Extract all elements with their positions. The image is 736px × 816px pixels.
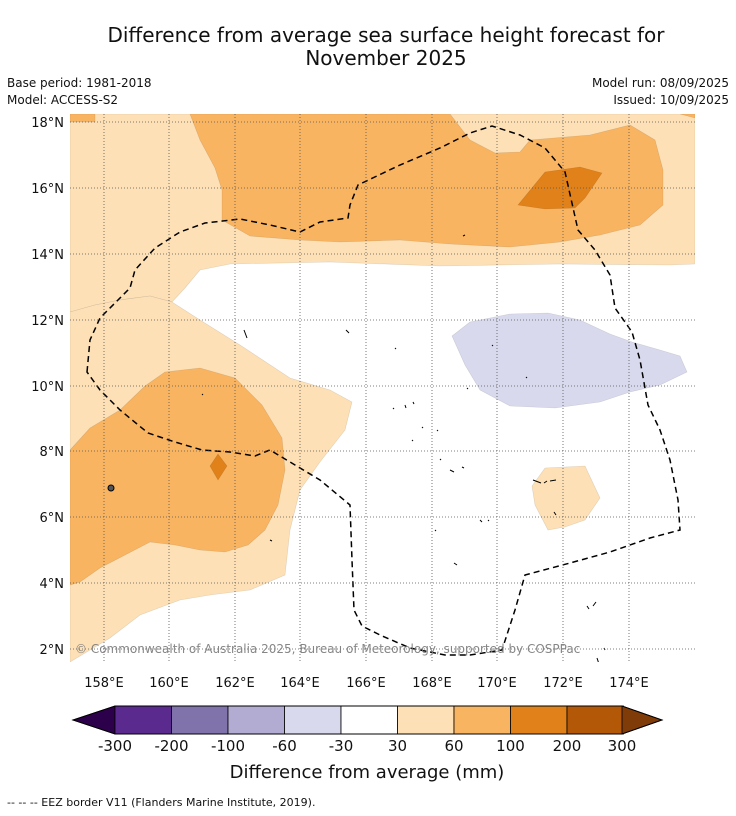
- colorbar-tick-30: 30: [388, 737, 407, 755]
- lon-label-174e: 174°E: [609, 676, 649, 691]
- colorbar-tick-200: 200: [553, 737, 582, 755]
- colorbar-tick-100: 100: [496, 737, 525, 755]
- metadata-left: Base period: 1981-2018 Model: ACCESS-S2: [7, 75, 152, 109]
- colorbar-swatch-3: [227, 705, 285, 735]
- map-plot-area: © Commonwealth of Australia 2025, Bureau…: [70, 114, 695, 662]
- colorbar-swatch-6: [397, 705, 455, 735]
- eez-border: [86, 125, 681, 656]
- anomaly-region-60-100-south: [70, 367, 286, 586]
- anomaly-region-100-200-south: [209, 453, 228, 481]
- lat-label-8n: 8°N: [40, 445, 65, 460]
- lat-label-14n: 14°N: [31, 248, 64, 263]
- colorbar-title: Difference from average (mm): [230, 762, 505, 783]
- colorbar-swatch-5: [340, 705, 398, 735]
- colorbar-tick-60: 60: [444, 737, 463, 755]
- lon-label-170e: 170°E: [477, 676, 517, 691]
- lon-label-168e: 168°E: [412, 676, 452, 691]
- base-period: Base period: 1981-2018: [7, 76, 152, 90]
- anomaly-region-30-60-east: [531, 465, 601, 531]
- latitude-labels: 18°N 16°N 14°N 12°N 10°N 8°N 6°N 4°N 2°N: [31, 116, 64, 658]
- model-name: Model: ACCESS-S2: [7, 93, 119, 107]
- lat-label-2n: 2°N: [40, 643, 65, 658]
- lon-label-166e: 166°E: [346, 676, 386, 691]
- issued-date: Issued: 10/09/2025: [613, 93, 729, 107]
- colorbar-outline: [71, 705, 664, 735]
- colorbar-tick-300: 300: [608, 737, 637, 755]
- colorbar-extend-right: [621, 705, 664, 735]
- lon-label-162e: 162°E: [215, 676, 255, 691]
- colorbar-swatch-2: [171, 705, 229, 735]
- copyright-notice: © Commonwealth of Australia 2025, Bureau…: [75, 642, 580, 656]
- colorbar-swatch-7: [453, 705, 511, 735]
- colorbar-extend-left: [71, 705, 116, 735]
- colorbar-swatch-9: [566, 705, 624, 735]
- lat-label-4n: 4°N: [40, 577, 65, 592]
- anomaly-region-neg-30-60: [451, 312, 688, 409]
- metadata-right: Model run: 08/09/2025 Issued: 10/09/2025: [592, 75, 729, 109]
- longitude-labels: 158°E 160°E 162°E 164°E 166°E 168°E 170°…: [84, 676, 649, 691]
- eez-legend-note: -- -- -- EEZ border V11 (Flanders Marine…: [7, 796, 316, 809]
- colorbar-tick-minus-30: -30: [329, 737, 354, 755]
- colorbar-swatch-1: [114, 705, 172, 735]
- colorbar-swatch-4: [284, 705, 342, 735]
- lon-label-158e: 158°E: [84, 676, 124, 691]
- title-line-1: Difference from average sea surface heig…: [107, 23, 665, 47]
- colorbar-tick-minus-200: -200: [154, 737, 188, 755]
- colorbar-swatch-8: [510, 705, 568, 735]
- lon-label-172e: 172°E: [543, 676, 583, 691]
- map-title: Difference from average sea surface heig…: [70, 24, 702, 70]
- lon-label-164e: 164°E: [280, 676, 320, 691]
- colorbar-tick-minus-60: -60: [272, 737, 297, 755]
- lat-label-16n: 16°N: [31, 182, 64, 197]
- lat-label-6n: 6°N: [40, 511, 65, 526]
- model-run: Model run: 08/09/2025: [591, 76, 729, 90]
- lat-label-12n: 12°N: [31, 314, 64, 329]
- title-line-2: November 2025: [305, 46, 467, 70]
- colorbar: -300 -200 -100 -60 -30 30 60 100 200 300…: [71, 705, 664, 783]
- lat-label-10n: 10°N: [31, 380, 64, 395]
- colorbar-tick-minus-100: -100: [211, 737, 245, 755]
- colorbar-tick-minus-300: -300: [98, 737, 132, 755]
- lon-label-160e: 160°E: [149, 676, 189, 691]
- lat-label-18n: 18°N: [31, 116, 64, 131]
- gridlines: [70, 114, 695, 662]
